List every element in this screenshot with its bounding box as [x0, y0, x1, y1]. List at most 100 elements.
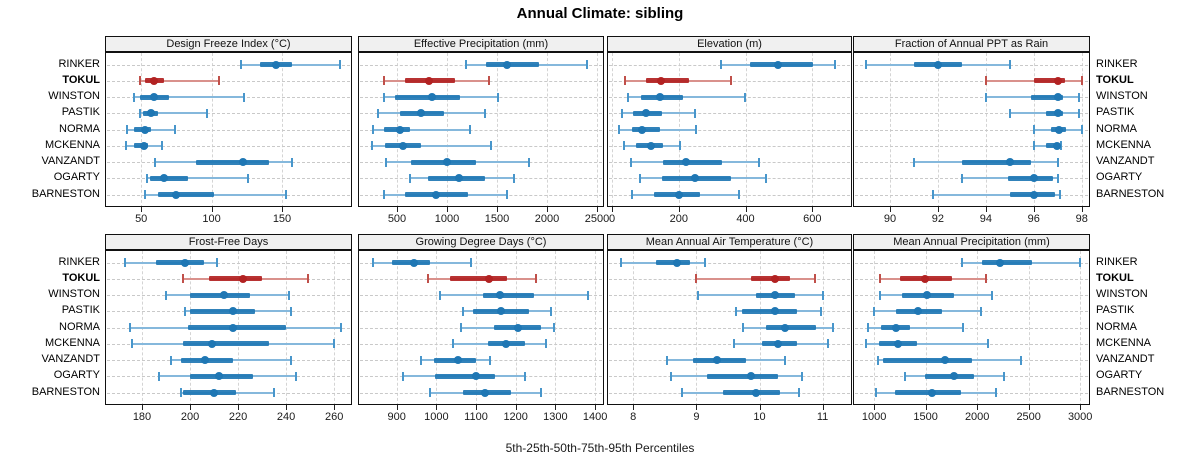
x-axis-tick	[1033, 207, 1035, 212]
whisker-cap	[586, 60, 589, 69]
median-dot	[771, 274, 780, 283]
whisker-cap	[131, 339, 134, 349]
x-axis-tick	[977, 405, 979, 410]
median-dot	[672, 258, 681, 267]
panel-header-effective-precipitation-mm: Effective Precipitation (mm)	[358, 36, 604, 52]
median-dot	[501, 339, 510, 348]
station-label-pastik: PASTIK	[61, 106, 100, 119]
whisker-cap	[984, 76, 987, 86]
x-axis-tick-label: 400	[736, 213, 755, 225]
whisker-cap	[338, 60, 341, 69]
x-axis-tick	[447, 207, 448, 212]
x-axis-tick-label: 1100	[464, 411, 488, 423]
whisker-cap	[408, 173, 411, 183]
whisker-cap	[798, 388, 801, 397]
whisker-cap	[496, 92, 499, 102]
whisker-cap	[757, 157, 760, 167]
iqr-bar-25-75	[645, 78, 689, 84]
median-dot	[638, 125, 647, 134]
iqr-bar-25-75	[450, 276, 507, 282]
median-dot	[442, 158, 451, 166]
row-guide-line	[107, 64, 350, 66]
row-guide-line	[609, 311, 850, 313]
x-axis-tick-label: 1500	[484, 213, 510, 225]
whisker-cap	[962, 323, 965, 332]
station-label-norma: NORMA	[1096, 320, 1137, 333]
row-guide-line	[360, 262, 602, 264]
x-axis-tick	[1080, 405, 1082, 410]
row-guide-line	[855, 80, 1088, 82]
whisker-cap	[669, 371, 672, 381]
x-axis-tick-label: 600	[803, 213, 822, 225]
whisker-line-5-95	[373, 128, 470, 131]
whisker-cap	[743, 92, 746, 102]
x-axis-tick-label: 94	[979, 213, 993, 225]
row-guide-line	[360, 129, 602, 131]
iqr-bar-25-75	[982, 260, 1033, 265]
x-axis-tick-label: 96	[1027, 213, 1040, 225]
x-axis-tick	[985, 207, 987, 212]
x-axis-tick-label: 260	[325, 411, 344, 423]
row-guide-line	[855, 327, 1088, 329]
x-axis-tick	[1028, 405, 1030, 410]
x-axis-tick-label: 900	[387, 411, 406, 423]
x-axis-tick-label: 1200	[503, 411, 528, 423]
median-dot	[238, 158, 247, 166]
whisker-cap	[865, 60, 867, 69]
row-guide-line	[609, 343, 850, 345]
whisker-line-5-95	[865, 342, 988, 345]
x-axis-tick	[211, 207, 213, 212]
x-axis-tick	[633, 405, 635, 410]
row-guide-line	[107, 129, 350, 131]
panel-plot-frost-free-days	[105, 250, 352, 405]
whisker-line-5-95	[145, 193, 287, 196]
whisker-cap	[184, 306, 187, 316]
whisker-cap	[694, 108, 697, 118]
whisker-cap	[247, 173, 250, 183]
whisker-cap	[732, 339, 735, 349]
median-dot	[713, 356, 722, 364]
whisker-cap	[133, 92, 136, 102]
x-axis-tick-label: 10	[753, 411, 766, 423]
whisker-cap	[984, 92, 987, 102]
whisker-cap	[1020, 355, 1022, 365]
median-dot	[771, 307, 780, 316]
x-axis-tick	[937, 207, 939, 212]
x-axis-tick	[238, 405, 240, 410]
median-dot	[238, 274, 247, 283]
median-dot	[1055, 125, 1063, 134]
station-label-rinker: RINKER	[1096, 57, 1138, 70]
station-label-norma: NORMA	[59, 122, 100, 135]
median-dot	[159, 174, 168, 183]
panel-header-growing-degree-days-c: Growing Degree Days (°C)	[358, 234, 604, 250]
station-label-winston: WINSTON	[1096, 90, 1148, 102]
whisker-cap	[729, 76, 732, 86]
iqr-bar-25-75	[663, 159, 722, 165]
whisker-cap	[174, 125, 176, 134]
x-axis-tick-label: 90	[883, 213, 897, 225]
whisker-cap	[470, 258, 473, 267]
whisker-cap	[129, 323, 131, 332]
median-dot	[1029, 174, 1038, 183]
whisker-cap	[679, 141, 682, 151]
whisker-cap	[273, 388, 276, 397]
whisker-cap	[1060, 141, 1063, 151]
whisker-cap	[464, 60, 467, 69]
row-guide-line	[609, 262, 850, 264]
whisker-cap	[665, 355, 668, 365]
whisker-cap	[165, 290, 167, 300]
whisker-cap	[697, 290, 700, 300]
iqr-bar-25-75	[751, 276, 790, 282]
whisker-cap	[765, 173, 768, 183]
whisker-cap	[179, 388, 182, 397]
x-axis-tick	[745, 207, 747, 212]
whisker-cap	[622, 141, 625, 151]
whisker-cap	[549, 306, 552, 316]
iqr-bar-25-75	[924, 373, 975, 379]
station-label-rinker: RINKER	[58, 57, 100, 70]
x-axis-tick-label: 1500	[913, 411, 938, 423]
median-dot	[747, 372, 756, 381]
whisker-cap	[630, 190, 633, 199]
median-dot	[471, 372, 480, 381]
x-axis-tick-label: 1000	[434, 213, 460, 225]
